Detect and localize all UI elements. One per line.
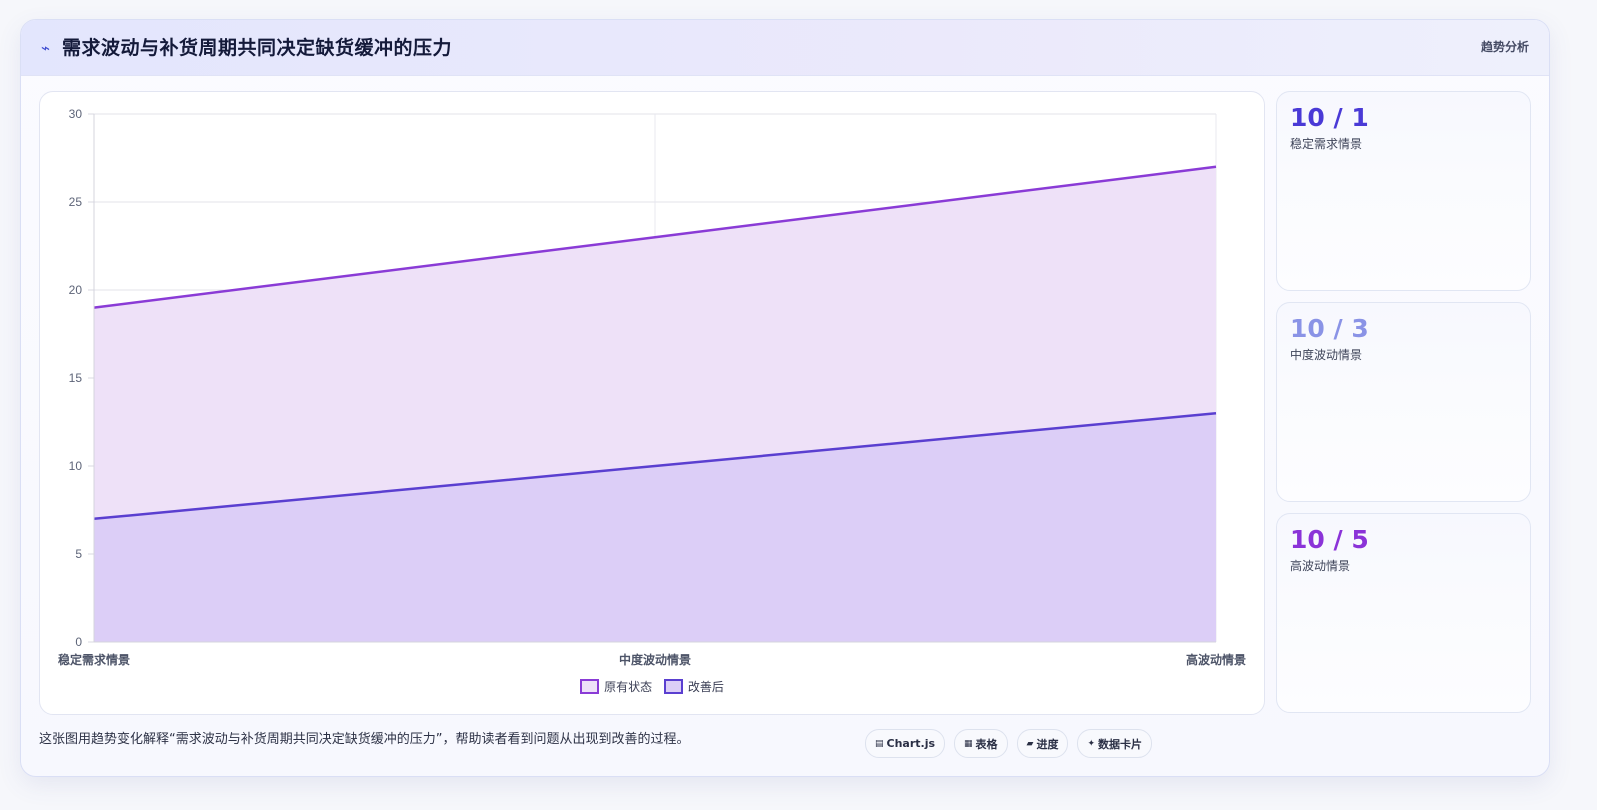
- x-tick-label: 高波动情景: [1186, 652, 1246, 667]
- stat-label: 稳定需求情景: [1290, 137, 1363, 151]
- chart-legend: 原有状态 改善后: [40, 678, 1264, 697]
- x-tick-label: 稳定需求情景: [58, 652, 130, 667]
- progress-icon: ▰: [1026, 738, 1034, 749]
- legend-swatch-original: [580, 679, 600, 694]
- y-tick-label: 10: [69, 459, 83, 473]
- stat-value: 10 / 1: [1290, 103, 1369, 132]
- stat-value: 10 / 3: [1290, 314, 1369, 343]
- stat-card-high: 10 / 5 高波动情景: [1276, 513, 1531, 713]
- series-line-0: [93, 165, 1217, 309]
- stat-card-stable: 10 / 1 稳定需求情景: [1276, 91, 1531, 291]
- pill-label: 数据卡片: [1098, 737, 1143, 751]
- stat-label: 中度波动情景: [1290, 348, 1363, 362]
- y-tick-label: 25: [69, 195, 83, 209]
- y-tick-label: 5: [75, 547, 82, 561]
- chart-caption: 这张图用趋势变化解释“需求波动与补货周期共同决定缺货缓冲的压力”，帮助读者看到问…: [39, 732, 690, 747]
- y-tick-label: 20: [69, 283, 83, 297]
- y-tick-label: 30: [69, 107, 83, 121]
- legend-item-original[interactable]: 原有状态: [580, 678, 652, 695]
- series-line-1: [93, 411, 1217, 521]
- series-area-1: [94, 413, 1216, 642]
- card-title: 需求波动与补货周期共同决定缺货缓冲的压力: [62, 37, 453, 59]
- area-chart: 0 5 10 15 20 25 30 稳定需求情景 中度波动情景 高波动情景: [58, 107, 1246, 667]
- pill-label: 表格: [975, 737, 998, 751]
- x-tick-label: 中度波动情景: [619, 652, 691, 667]
- legend-label-original: 原有状态: [604, 680, 653, 694]
- sparkle-icon: ✦: [1087, 738, 1096, 749]
- y-tick-label: 0: [75, 635, 82, 649]
- pill-progress[interactable]: ▰ 进度: [1016, 729, 1069, 758]
- pill-label: 进度: [1036, 737, 1059, 751]
- stat-card-moderate: 10 / 3 中度波动情景: [1276, 302, 1531, 502]
- stat-label: 高波动情景: [1290, 559, 1351, 573]
- chart-card: ⌁ 需求波动与补货周期共同决定缺货缓冲的压力 趋势分析 0 5 10 15 20 25 30…: [20, 19, 1550, 777]
- table-icon: ▦: [964, 738, 973, 749]
- card-header: ⌁ 需求波动与补货周期共同决定缺货缓冲的压力 趋势分析: [21, 20, 1549, 76]
- chart-icon: ▤: [875, 738, 884, 749]
- lightning-icon: ⌁: [41, 39, 51, 57]
- feature-pills: ▤ Chart.js ▦ 表格 ▰ 进度 ✦ 数据卡片: [865, 729, 1161, 758]
- pill-label: Chart.js: [886, 737, 936, 750]
- category-tag: 趋势分析: [1480, 40, 1529, 54]
- y-tick-label: 15: [69, 371, 83, 385]
- pill-data-cards[interactable]: ✦ 数据卡片: [1077, 729, 1153, 758]
- pill-chartjs[interactable]: ▤ Chart.js: [865, 729, 946, 758]
- legend-label-improved: 改善后: [687, 680, 724, 694]
- chart-panel: 0 5 10 15 20 25 30 稳定需求情景 中度波动情景 高波动情景 原有状态 改善后: [39, 91, 1265, 715]
- stat-value: 10 / 5: [1290, 525, 1369, 554]
- legend-swatch-improved: [663, 679, 683, 694]
- pill-table[interactable]: ▦ 表格: [954, 729, 1008, 758]
- legend-item-improved[interactable]: 改善后: [663, 678, 724, 695]
